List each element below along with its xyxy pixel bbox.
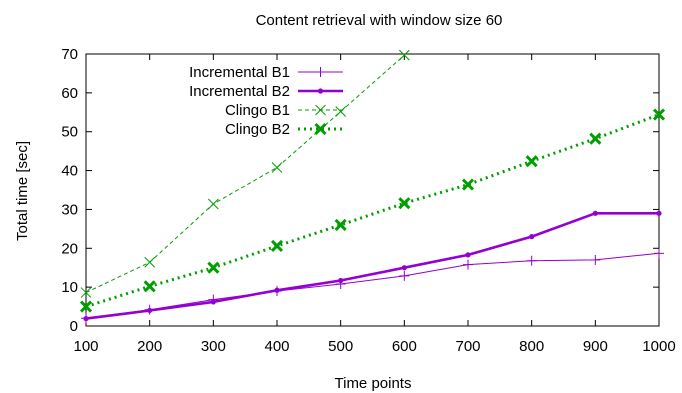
- data-point-incremental-b2-600: [401, 265, 407, 271]
- y-tick-label-60: 60: [61, 85, 78, 102]
- data-point-incremental-b2-700: [465, 252, 471, 258]
- data-point-incremental-b2-500: [338, 277, 344, 284]
- data-point-incremental-b1-900: [590, 254, 601, 265]
- data-point-incremental-b2-300: [210, 299, 216, 305]
- data-point-incremental-b2-800: [529, 234, 535, 240]
- y-tick-label-10: 10: [61, 279, 78, 296]
- plot-area: 0 10 20 30 40 50 60 70 100 200 300 400 500 600 700 800 9…: [61, 46, 675, 355]
- legend-label-incremental-b1: Incremental B1: [189, 64, 290, 81]
- legend-label-clingo-b1: Clingo B1: [225, 102, 290, 119]
- x-tick-label-500: 500: [328, 338, 353, 355]
- data-point-incremental-b2-200: [147, 307, 153, 314]
- x-tick-label-300: 300: [201, 338, 226, 355]
- data-point-incremental-b2-1000: [656, 210, 662, 216]
- x-tick-label-800: 800: [519, 338, 544, 355]
- x-axis-label: Time points: [335, 375, 412, 392]
- series-line-incremental-b2: [85, 212, 659, 320]
- legend-label-incremental-b2: Incremental B2: [189, 83, 290, 100]
- series-line-clingo-b2: [85, 113, 660, 309]
- data-point-clingo-b2-1000: [652, 108, 666, 121]
- data-point-incremental-b1-600: [399, 270, 410, 281]
- series-line-clingo-b1: [85, 54, 405, 294]
- legend-marker-clingo-b2: [314, 122, 327, 136]
- data-point-incremental-b1-700: [463, 259, 473, 270]
- data-point-incremental-b2-900: [592, 210, 598, 216]
- y-tick-label-0: 0: [70, 318, 78, 335]
- legend-label-clingo-b2: Clingo B2: [225, 121, 290, 138]
- data-point-clingo-b2-500: [334, 218, 347, 232]
- chart-title: Content retrieval with window size 60: [256, 12, 503, 29]
- data-point-clingo-b1-200: [144, 256, 156, 268]
- data-point-clingo-b1-400: [271, 162, 283, 173]
- data-point-clingo-b2-200: [143, 280, 156, 293]
- data-point-clingo-b2-700: [461, 178, 475, 191]
- plot-frame: [85, 53, 660, 327]
- data-point-clingo-b1-500: [335, 106, 347, 117]
- series-line-incremental-b1: [85, 252, 660, 319]
- y-tick-label-40: 40: [61, 163, 78, 180]
- x-tick-label-100: 100: [73, 338, 98, 355]
- data-point-clingo-b2-300: [207, 261, 220, 274]
- legend-marker-clingo-b1: [315, 104, 326, 116]
- data-point-clingo-b2-900: [589, 132, 602, 145]
- data-point-incremental-b1-1000: [654, 248, 664, 259]
- data-point-clingo-b2-600: [398, 197, 411, 210]
- data-point-incremental-b1-800: [526, 255, 537, 266]
- legend-marker-incremental-b2: [317, 88, 324, 94]
- legend-marker-incremental-b1: [315, 67, 326, 77]
- y-tick-label-50: 50: [61, 124, 78, 141]
- x-tick-label-900: 900: [583, 338, 608, 355]
- y-tick-label-30: 30: [61, 201, 78, 218]
- data-point-clingo-b1-600: [398, 49, 410, 61]
- data-point-clingo-b2-400: [270, 239, 284, 253]
- x-tick-label-200: 200: [137, 338, 162, 355]
- data-point-clingo-b1-100: [80, 287, 92, 298]
- legend: Incremental B1 Incremental B2 Clingo B1 Cli…: [189, 64, 343, 138]
- x-tick-label-400: 400: [264, 338, 289, 355]
- data-point-clingo-b2-100: [79, 300, 93, 313]
- data-point-clingo-b2-800: [525, 155, 538, 168]
- data-point-clingo-b1-300: [207, 198, 219, 210]
- x-tick-label-700: 700: [455, 338, 480, 355]
- y-tick-label-20: 20: [61, 240, 78, 257]
- x-tick-label-1000: 1000: [642, 338, 675, 355]
- y-tick-label-70: 70: [61, 46, 78, 63]
- x-tick-label-600: 600: [392, 338, 417, 355]
- y-axis-label: Total time [sec]: [14, 141, 31, 241]
- data-point-incremental-b2-400: [274, 287, 280, 293]
- data-point-incremental-b2-100: [83, 316, 89, 322]
